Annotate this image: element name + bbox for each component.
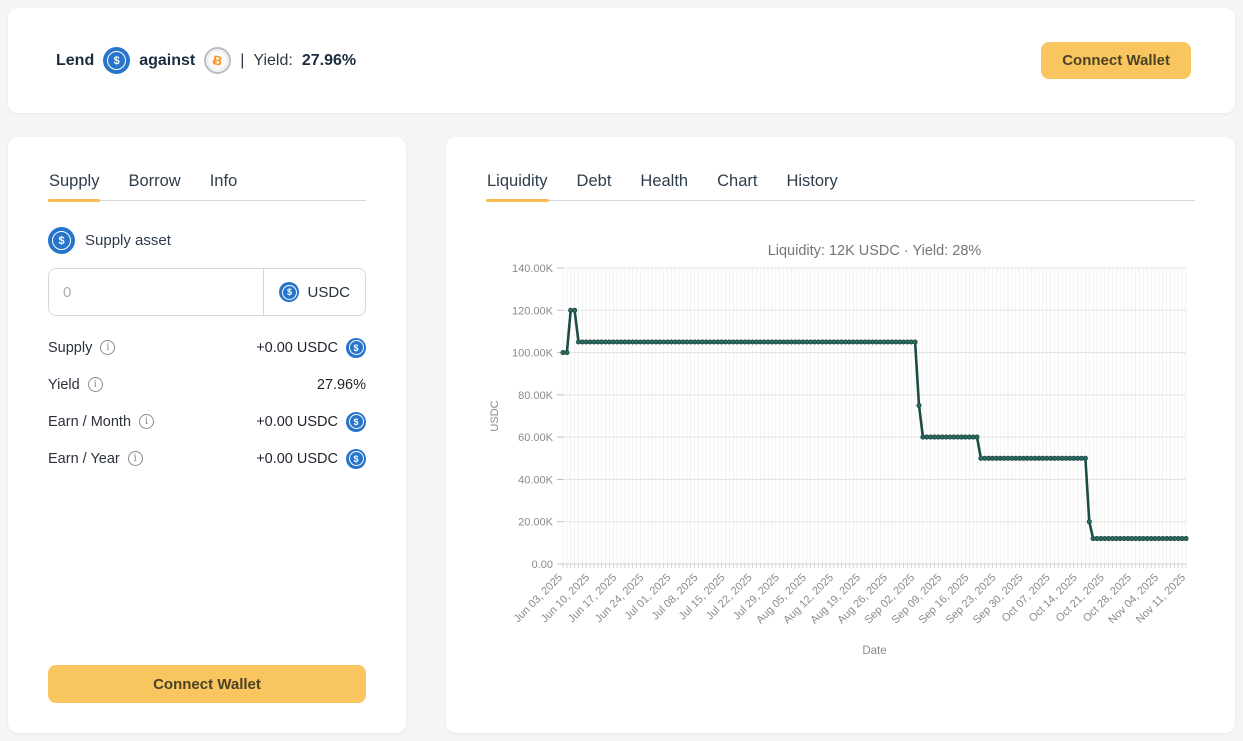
btc-coin-icon: Ƀ xyxy=(204,47,232,74)
liquidity-chart: 0.00 20.00K 40.00K 60.00K 80.00K 100.00K 120.0… xyxy=(486,238,1195,667)
tab-health[interactable]: Health xyxy=(640,172,689,190)
tab-borrow[interactable]: Borrow xyxy=(128,172,181,190)
stat-row-earn-month: Earn / Month i +0.00 USDC $ xyxy=(48,410,366,433)
stat-value: +0.00 USDC xyxy=(256,450,338,467)
supply-panel: Supply Borrow Info $ Supply asset $ USDC… xyxy=(8,137,406,733)
stat-row-earn-year: Earn / Year i +0.00 USDC $ xyxy=(48,447,366,470)
stat-label: Earn / Year xyxy=(48,450,120,467)
info-icon[interactable]: i xyxy=(100,340,116,355)
info-icon[interactable]: i xyxy=(127,451,143,466)
svg-text:Liquidity: 12K USDC · Yield: 2: Liquidity: 12K USDC · Yield: 28% xyxy=(768,243,982,259)
info-icon[interactable]: i xyxy=(87,377,103,392)
stat-value: +0.00 USDC xyxy=(256,339,338,356)
svg-text:120.00K: 120.00K xyxy=(512,305,554,317)
market-detail-panel: Liquidity Debt Health Chart History 0.00… xyxy=(446,137,1235,733)
stat-label: Supply xyxy=(48,339,93,356)
token-selector[interactable]: $ USDC xyxy=(263,269,365,315)
svg-text:USDC: USDC xyxy=(489,400,501,431)
svg-text:Date: Date xyxy=(862,645,886,657)
yield-value: 27.96% xyxy=(301,51,357,69)
usdc-coin-icon: $ xyxy=(103,47,131,74)
stat-label: Earn / Month xyxy=(48,413,132,430)
tab-liquidity[interactable]: Liquidity xyxy=(486,171,549,202)
amount-input-group: $ USDC xyxy=(48,268,366,316)
svg-text:140.00K: 140.00K xyxy=(512,263,554,275)
svg-text:0.00: 0.00 xyxy=(532,559,553,571)
connect-wallet-button[interactable]: Connect Wallet xyxy=(1041,42,1191,79)
connect-wallet-button[interactable]: Connect Wallet xyxy=(48,665,366,703)
usdc-coin-icon: $ xyxy=(279,282,300,302)
liquidity-line-chart: 0.00 20.00K 40.00K 60.00K 80.00K 100.00K 120.0… xyxy=(489,243,1189,657)
usdc-coin-icon: $ xyxy=(346,448,366,469)
amount-input[interactable] xyxy=(49,269,264,315)
against-label: against xyxy=(139,51,196,69)
info-icon[interactable]: i xyxy=(139,414,155,429)
separator: | xyxy=(240,51,245,69)
usdc-coin-icon: $ xyxy=(346,411,366,432)
svg-text:60.00K: 60.00K xyxy=(518,432,554,444)
header-bar: Lend $ against Ƀ | Yield: 27.96% Connect… xyxy=(8,8,1235,113)
supply-asset-label: Supply asset xyxy=(85,232,171,249)
lend-label: Lend xyxy=(56,51,95,69)
svg-text:40.00K: 40.00K xyxy=(518,474,554,486)
stat-label: Yield xyxy=(48,376,80,393)
stat-value: 27.96% xyxy=(316,376,366,393)
svg-text:100.00K: 100.00K xyxy=(512,348,554,360)
detail-tabs: Liquidity Debt Health Chart History xyxy=(486,171,1195,202)
usdc-coin-icon: $ xyxy=(48,227,75,254)
supply-stats: Supply i +0.00 USDC $ Yield i 27.96% Ear… xyxy=(48,336,366,470)
svg-text:80.00K: 80.00K xyxy=(518,390,554,402)
tab-debt[interactable]: Debt xyxy=(576,172,612,190)
tab-supply[interactable]: Supply xyxy=(48,171,101,202)
token-label: USDC xyxy=(307,283,350,301)
stat-value: +0.00 USDC xyxy=(256,413,338,430)
tab-history[interactable]: History xyxy=(786,172,838,190)
tab-info[interactable]: Info xyxy=(209,172,238,190)
usdc-coin-icon: $ xyxy=(346,337,366,358)
supply-tabs: Supply Borrow Info xyxy=(48,171,366,202)
stat-row-yield: Yield i 27.96% xyxy=(48,373,366,396)
supply-asset-row: $ Supply asset xyxy=(48,227,366,254)
stat-row-supply: Supply i +0.00 USDC $ xyxy=(48,336,366,359)
yield-label: Yield: xyxy=(253,51,293,69)
svg-text:20.00K: 20.00K xyxy=(518,517,554,529)
tab-chart[interactable]: Chart xyxy=(717,172,758,190)
market-pair: Lend $ against Ƀ | Yield: 27.96% xyxy=(56,47,356,74)
